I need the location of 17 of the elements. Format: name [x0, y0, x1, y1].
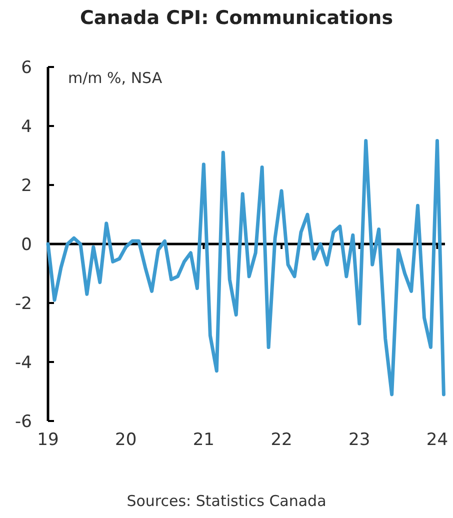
x-tick-label: 22: [270, 430, 292, 450]
x-tick-label: 20: [115, 430, 137, 450]
y-tick-label: 6: [21, 58, 32, 78]
x-tick-label: 19: [37, 430, 59, 450]
y-axis-title: m/m %, NSA: [68, 69, 163, 87]
y-tick-label: -4: [15, 352, 32, 373]
x-tick-label: 24: [426, 430, 448, 450]
source-note: Sources: Statistics Canada: [126, 492, 326, 510]
y-tick-label: -2: [15, 294, 32, 314]
chart-title: Canada CPI: Communications: [80, 7, 394, 29]
y-tick-label: 0: [21, 234, 32, 255]
x-tick-label: 23: [348, 430, 370, 450]
y-tick-label: 4: [21, 116, 32, 137]
line-series: [46, 139, 446, 396]
y-tick-label: -6: [15, 412, 32, 432]
y-tick-label: 2: [21, 176, 32, 196]
x-tick-label: 21: [192, 430, 215, 450]
